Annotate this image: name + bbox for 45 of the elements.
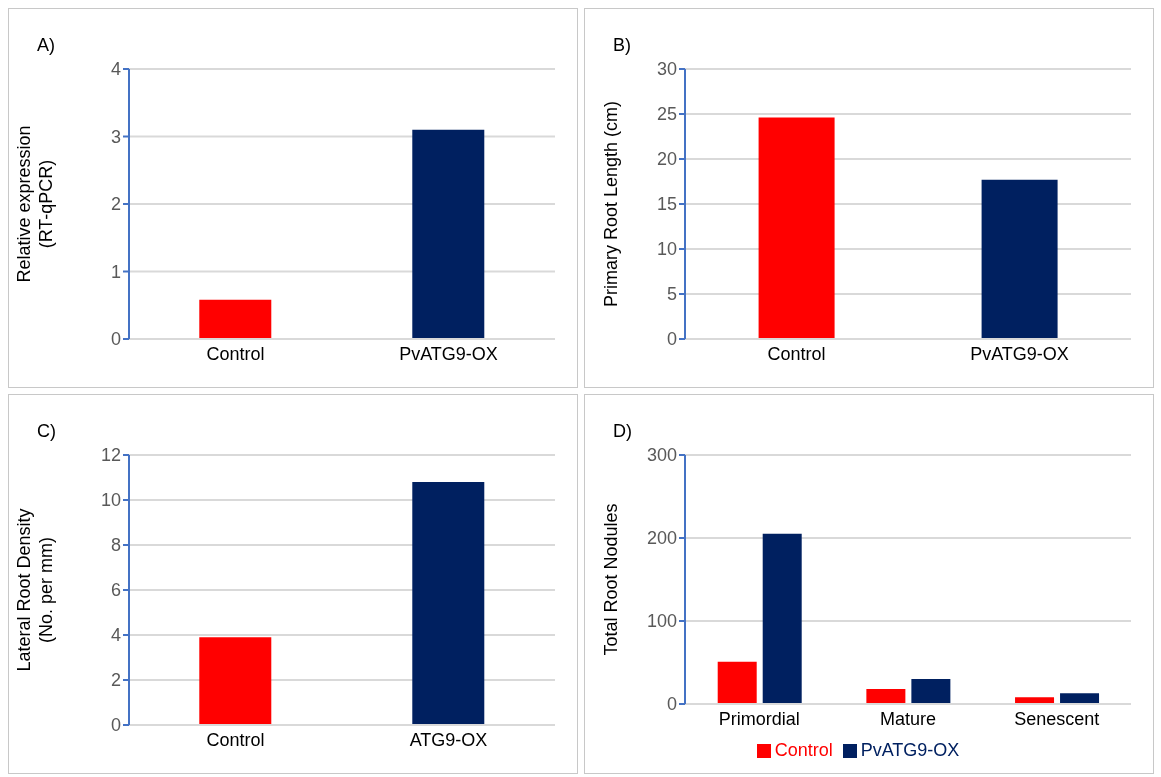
y-tick-label: 10 (100, 490, 121, 511)
y-tick-label: 0 (666, 329, 677, 350)
chart-title: B) (613, 35, 631, 56)
y-tick-label: 8 (110, 535, 121, 556)
x-tick-label: Senescent (1014, 708, 1100, 729)
y-tick-label: 0 (110, 329, 121, 350)
chart-title: A) (37, 35, 55, 56)
y-tick-label: 100 (646, 611, 677, 632)
y-axis-title: Primary Root Length (cm) (601, 100, 621, 308)
y-tick-label: 10 (656, 239, 677, 260)
y-tick-label: 25 (656, 104, 677, 125)
y-axis-title: Total Root Nodules (601, 503, 621, 656)
x-tick-label: PvATG9-OX (970, 343, 1069, 364)
y-tick-label: 0 (666, 694, 677, 715)
x-tick-label: Control (767, 343, 826, 364)
x-tick-label: PvATG9-OX (399, 343, 498, 364)
y-tick-label: 12 (100, 445, 121, 466)
x-tick-label: Primordial (718, 708, 800, 729)
y-tick-label: 2 (110, 194, 121, 215)
bar (1015, 697, 1055, 704)
x-tick-label: Mature (879, 708, 937, 729)
x-tick-label: ATG9-OX (409, 729, 488, 750)
chart-title: C) (37, 421, 56, 442)
y-axis-title: Relative expression (RT-qPCR) (14, 125, 56, 283)
y-tick-label: 300 (646, 445, 677, 466)
y-tick-label: 0 (110, 715, 121, 736)
bar (717, 661, 757, 704)
y-tick-label: 6 (110, 580, 121, 601)
y-axis-title: Lateral Root Density (No. per mm) (14, 508, 56, 672)
bar (866, 689, 906, 704)
bar (1060, 693, 1100, 704)
y-tick-label: 4 (110, 625, 121, 646)
chart-title: D) (613, 421, 632, 442)
y-tick-label: 15 (656, 194, 677, 215)
y-tick-label: 1 (110, 261, 121, 282)
bar (762, 533, 802, 704)
x-tick-label: Control (206, 343, 265, 364)
y-tick-label: 20 (656, 149, 677, 170)
bar (911, 679, 951, 704)
y-tick-label: 2 (110, 670, 121, 691)
y-tick-label: 5 (666, 284, 677, 305)
y-tick-label: 3 (110, 126, 121, 147)
y-tick-label: 200 (646, 528, 677, 549)
y-tick-label: 4 (110, 59, 121, 80)
y-tick-label: 30 (656, 59, 677, 80)
